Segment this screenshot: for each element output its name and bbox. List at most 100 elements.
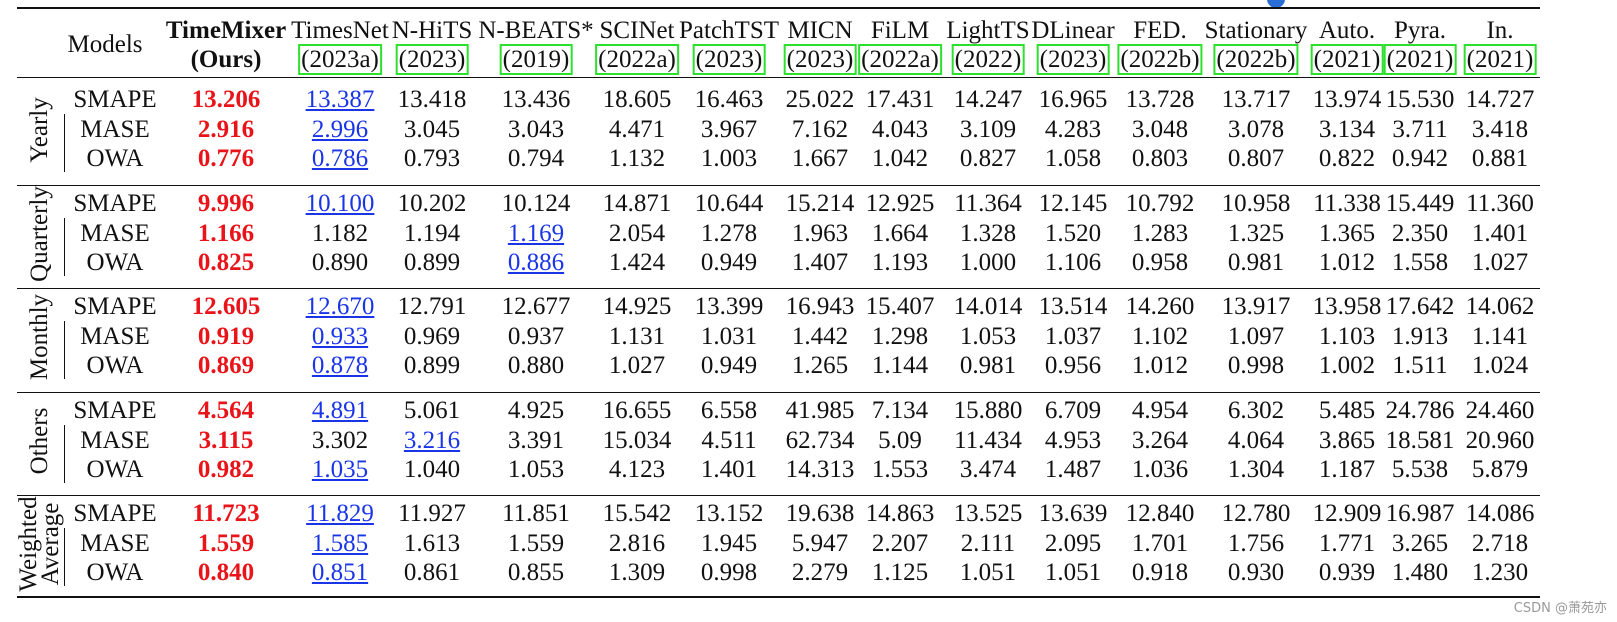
cell: 0.958 bbox=[1131, 249, 1189, 276]
cell: 25.022 bbox=[785, 86, 855, 113]
cell: 3.115 bbox=[198, 426, 254, 454]
cell: 14.260 bbox=[1125, 293, 1195, 320]
cell: 20.960 bbox=[1465, 426, 1535, 454]
cell: 0.886 bbox=[507, 249, 565, 276]
cell: 13.418 bbox=[397, 86, 467, 113]
cell: 12.605 bbox=[191, 293, 261, 320]
cell: 0.937 bbox=[507, 322, 565, 350]
cell: 1.553 bbox=[871, 456, 929, 483]
cell: 0.878 bbox=[311, 352, 369, 379]
cell: 1.559 bbox=[507, 529, 565, 557]
column-year-text: (Ours) bbox=[190, 46, 262, 73]
cell: 11.434 bbox=[954, 426, 1022, 454]
cell: 12.780 bbox=[1221, 500, 1291, 527]
metric-label: OWA bbox=[86, 249, 144, 276]
cell: 1.585 bbox=[311, 529, 369, 557]
cell: 16.943 bbox=[785, 293, 855, 320]
cell: 0.827 bbox=[959, 145, 1017, 172]
column-name: LightTS bbox=[946, 17, 1030, 44]
cell: 1.053 bbox=[959, 322, 1017, 350]
bottom-rule bbox=[17, 596, 1540, 598]
cell: 41.985 bbox=[785, 397, 855, 424]
group-label: Weighted Average bbox=[15, 496, 64, 592]
cell: 5.09 bbox=[878, 426, 922, 454]
cell: 0.861 bbox=[403, 559, 461, 586]
cell: 1.771 bbox=[1318, 529, 1376, 557]
cell: 62.734 bbox=[785, 426, 855, 454]
metric-label: SMAPE bbox=[73, 293, 157, 320]
column-year: (2022) bbox=[951, 44, 1025, 75]
cell: 1.132 bbox=[608, 145, 666, 172]
cell: 0.822 bbox=[1318, 145, 1376, 172]
corner-header: Models bbox=[67, 31, 143, 58]
cell: 11.360 bbox=[1466, 190, 1534, 217]
cell: 1.053 bbox=[507, 456, 565, 483]
metric-label: OWA bbox=[86, 456, 144, 483]
cell: 1.558 bbox=[1391, 249, 1449, 276]
group-bar bbox=[64, 218, 65, 276]
column-year-text: (2022) bbox=[951, 44, 1025, 75]
column-name: PatchTST bbox=[679, 17, 779, 44]
cell: 0.825 bbox=[197, 249, 255, 276]
cell: 3.078 bbox=[1227, 115, 1285, 143]
cell: 3.391 bbox=[507, 426, 565, 454]
cell: 14.727 bbox=[1465, 86, 1535, 113]
header-rule bbox=[17, 77, 1540, 78]
cell: 15.407 bbox=[865, 293, 935, 320]
cell: 7.134 bbox=[871, 397, 929, 424]
cell: 9.996 bbox=[197, 190, 255, 217]
cell: 0.939 bbox=[1318, 559, 1376, 586]
cell: 15.542 bbox=[602, 500, 672, 527]
column-year-text: (2023a) bbox=[298, 44, 382, 75]
cell: 12.145 bbox=[1038, 190, 1108, 217]
cell: 12.791 bbox=[397, 293, 467, 320]
column-year: (2022a) bbox=[595, 44, 679, 75]
column-name: Stationary bbox=[1204, 17, 1308, 44]
cell: 13.514 bbox=[1038, 293, 1108, 320]
metric-label: SMAPE bbox=[73, 397, 157, 424]
cell: 13.206 bbox=[191, 86, 261, 113]
cell: 1.194 bbox=[403, 219, 461, 247]
top-rule bbox=[17, 7, 1540, 9]
cell: 1.097 bbox=[1227, 322, 1285, 350]
column-name: FED. bbox=[1133, 17, 1187, 44]
metric-label: MASE bbox=[80, 115, 150, 143]
cell: 13.958 bbox=[1312, 293, 1382, 320]
cell: 16.463 bbox=[694, 86, 764, 113]
cell: 1.003 bbox=[700, 145, 758, 172]
cell: 3.711 bbox=[1392, 115, 1448, 143]
cell: 2.996 bbox=[311, 115, 369, 143]
cell: 4.471 bbox=[608, 115, 666, 143]
column-name: DLinear bbox=[1031, 17, 1115, 44]
cell: 0.933 bbox=[311, 322, 369, 350]
column-year: (2023) bbox=[395, 44, 469, 75]
cell: 4.043 bbox=[871, 115, 929, 143]
cell: 2.350 bbox=[1391, 219, 1449, 247]
column-year-text: (2023) bbox=[1036, 44, 1110, 75]
cell: 13.974 bbox=[1312, 86, 1382, 113]
cell: 4.064 bbox=[1227, 426, 1285, 454]
cell: 1.125 bbox=[871, 559, 929, 586]
group-bar bbox=[64, 114, 65, 172]
cell: 15.214 bbox=[785, 190, 855, 217]
cell: 7.162 bbox=[791, 115, 849, 143]
cell: 13.525 bbox=[953, 500, 1023, 527]
column-name: N-HiTS bbox=[391, 17, 473, 44]
cell: 0.981 bbox=[1227, 249, 1285, 276]
cell: 0.981 bbox=[959, 352, 1017, 379]
column-year: (2023) bbox=[1036, 44, 1110, 75]
column-year: (2022a) bbox=[858, 44, 942, 75]
cell: 3.474 bbox=[959, 456, 1017, 483]
group-rule bbox=[17, 288, 1540, 289]
cell: 0.803 bbox=[1131, 145, 1189, 172]
cell: 1.051 bbox=[959, 559, 1017, 586]
metric-label: MASE bbox=[80, 426, 150, 454]
cell: 2.816 bbox=[608, 529, 666, 557]
cell: 1.756 bbox=[1227, 529, 1285, 557]
cell: 1.037 bbox=[1044, 322, 1102, 350]
metric-label: OWA bbox=[86, 145, 144, 172]
cell: 1.265 bbox=[791, 352, 849, 379]
cell: 1.024 bbox=[1471, 352, 1529, 379]
cell: 1.012 bbox=[1318, 249, 1376, 276]
